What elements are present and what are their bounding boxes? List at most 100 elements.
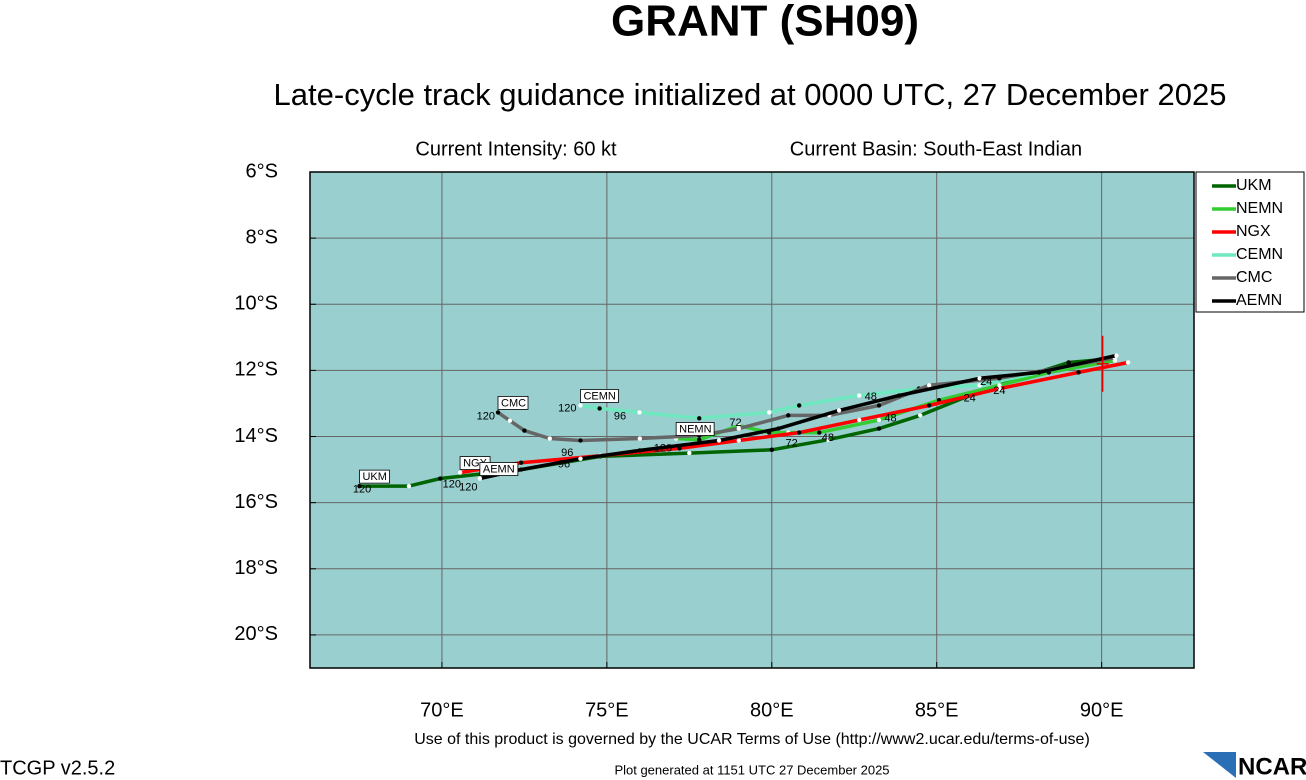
track-point xyxy=(857,393,862,398)
legend-label: CEMN xyxy=(1236,246,1283,263)
track-tag: CMC xyxy=(497,395,529,410)
track-point xyxy=(796,403,802,408)
track-point xyxy=(597,406,602,411)
legend-label: CMC xyxy=(1236,269,1272,286)
chart-title: GRANT (SH09) xyxy=(611,0,919,46)
legend-label: UKM xyxy=(1236,177,1272,194)
hour-label: 48 xyxy=(865,391,877,403)
hour-label: 24 xyxy=(980,376,992,388)
track-point xyxy=(766,410,772,415)
generated: Plot generated at 1151 UTC 27 December 2… xyxy=(614,762,889,777)
track xyxy=(496,356,1116,443)
tag-box xyxy=(497,395,529,410)
track-point xyxy=(1066,360,1071,365)
hour-label: 96 xyxy=(558,459,570,471)
logo: NCAR xyxy=(1238,753,1306,780)
y-tick-label: 12°S xyxy=(234,359,278,381)
footer: Use of this product is governed by the U… xyxy=(414,731,1090,748)
tag-label: NEMN xyxy=(679,423,711,435)
track-point xyxy=(896,393,902,398)
y-tick-label: 6°S xyxy=(246,160,278,182)
hour-label: 96 xyxy=(561,447,573,459)
track-point xyxy=(1076,370,1081,375)
track-point xyxy=(522,428,527,433)
track-point xyxy=(817,430,822,435)
track-point xyxy=(825,437,831,443)
hour-label: 120 xyxy=(353,483,371,495)
tag-box xyxy=(675,422,715,436)
track-point xyxy=(518,467,524,472)
intensity: Current Intensity: 60 kt xyxy=(415,138,617,160)
track-point xyxy=(637,436,643,441)
hour-label: 24 xyxy=(993,385,1005,397)
x-tick-label: 80°E xyxy=(750,699,794,721)
logo-mark xyxy=(1203,752,1236,778)
track-point xyxy=(518,460,524,465)
track-tag: CEMN xyxy=(580,389,619,403)
legend-box xyxy=(1195,171,1305,313)
track-point xyxy=(357,483,362,489)
hour-label: 72 xyxy=(729,417,741,429)
tag-box xyxy=(580,389,619,403)
plot-frame xyxy=(309,171,1195,669)
track-point xyxy=(1036,370,1042,375)
track-point xyxy=(457,470,463,475)
track-point xyxy=(547,436,553,441)
legend-label: AEMN xyxy=(1236,292,1282,309)
track-tag: AEMN xyxy=(479,462,519,476)
track-point xyxy=(507,418,513,423)
y-tick-label: 14°S xyxy=(234,425,278,447)
track-point xyxy=(977,383,982,388)
hour-label: 96 xyxy=(614,411,626,423)
track-point xyxy=(697,416,702,421)
track-point xyxy=(857,417,862,423)
tag-box xyxy=(479,462,519,476)
hour-label: 72 xyxy=(785,438,797,450)
track-point xyxy=(578,438,583,443)
track-point xyxy=(926,383,932,388)
track-point xyxy=(406,483,412,489)
track-point xyxy=(1114,353,1119,358)
track-point xyxy=(1125,360,1131,365)
chart-subtitle: Late-cycle track guidance initialized at… xyxy=(274,77,1227,112)
track-point xyxy=(918,413,923,418)
track-point xyxy=(997,383,1002,388)
track-point xyxy=(687,450,692,456)
x-tick-label: 75°E xyxy=(585,699,629,721)
x-tick-label: 85°E xyxy=(915,699,959,721)
legend-label: NGX xyxy=(1236,223,1271,240)
track-tag: UKM xyxy=(359,469,390,484)
track-point xyxy=(769,447,774,452)
track-point xyxy=(776,426,781,431)
track-point xyxy=(578,403,583,408)
track-point xyxy=(716,438,722,443)
track-point xyxy=(736,426,742,431)
version: TCGP v2.5.2 xyxy=(0,757,115,779)
track-point xyxy=(736,438,742,443)
track-point xyxy=(786,413,791,418)
x-tick-label: 70°E xyxy=(420,699,464,721)
tag-label: UKM xyxy=(362,471,386,483)
y-tick-label: 16°S xyxy=(234,491,278,513)
track-point xyxy=(637,410,642,415)
hour-label: 120 xyxy=(558,402,576,414)
track-point xyxy=(697,437,702,443)
hour-label: 120 xyxy=(459,482,477,494)
track-point xyxy=(796,430,802,435)
y-tick-label: 8°S xyxy=(246,226,278,248)
track-point xyxy=(836,408,842,413)
hour-label: 48 xyxy=(822,432,834,444)
track-point xyxy=(438,476,443,481)
legend-label: NEMN xyxy=(1236,200,1283,217)
track-point xyxy=(578,456,583,461)
track-point xyxy=(997,386,1002,391)
y-tick-label: 18°S xyxy=(234,557,278,579)
track-tag: NEMN xyxy=(675,422,715,436)
track-point xyxy=(926,403,932,408)
hour-label: 120 xyxy=(477,411,495,423)
tag-label: CMC xyxy=(501,397,526,409)
y-tick-label: 10°S xyxy=(234,293,278,315)
tag-label: CEMN xyxy=(583,390,615,402)
track-point xyxy=(477,476,483,481)
